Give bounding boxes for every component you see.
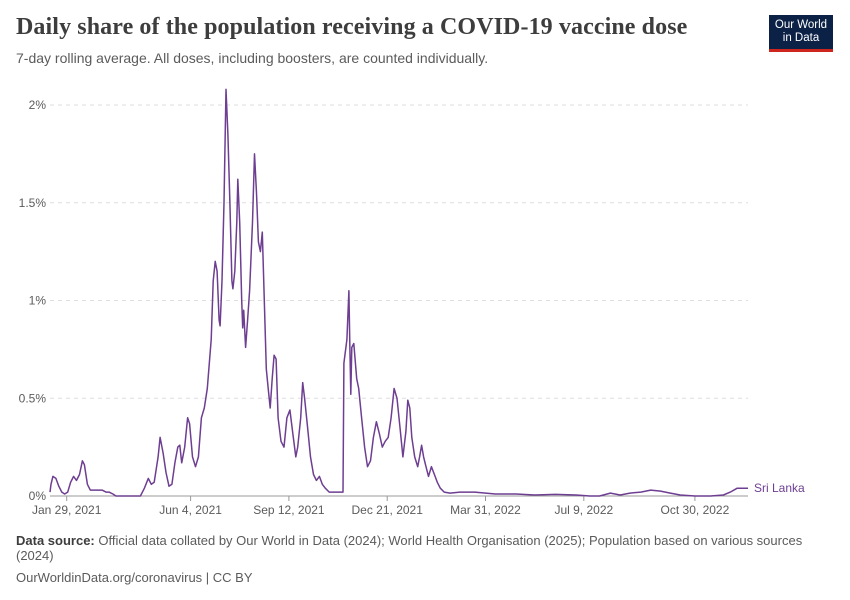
x-tick-label: Sep 12, 2021 [253,503,325,517]
chart-subtitle: 7-day rolling average. All doses, includ… [16,50,489,66]
x-tick-label: Jun 4, 2021 [159,503,222,517]
owid-logo[interactable]: Our World in Data [769,15,833,52]
footer-source: Data source: Official data collated by O… [16,533,806,563]
source-text: Official data collated by Our World in D… [16,533,803,563]
y-tick-label: 0% [29,489,47,503]
x-tick-label: Dec 21, 2021 [352,503,424,517]
y-tick-label: 1% [29,294,47,308]
grid-layer [50,104,748,399]
logo-line-2: in Data [782,32,820,44]
y-tick-label: 0.5% [19,391,47,405]
x-tick-label: Oct 30, 2022 [661,503,730,517]
y-tick-label: 1.5% [19,196,47,210]
y-tick-label: 2% [29,98,47,112]
x-tick-label: Jan 29, 2021 [32,503,102,517]
logo-line-1: Our World [774,19,828,31]
series-line-sri-lanka [49,88,748,497]
source-label: Data source: [16,533,95,548]
series-layer: Sri Lanka [49,88,805,497]
chart-title: Daily share of the population receiving … [16,14,688,40]
axis-layer: 0% 0.5% 1% 1.5% 2% Jan 29, 2021 Jun 4, 2021 Sep… [19,98,748,517]
series-label: Sri Lanka [754,481,805,495]
x-tick-label: Mar 31, 2022 [450,503,521,517]
x-tick-label: Jul 9, 2022 [554,503,613,517]
footer-url-license[interactable]: OurWorldinData.org/coronavirus | CC BY [16,570,253,585]
